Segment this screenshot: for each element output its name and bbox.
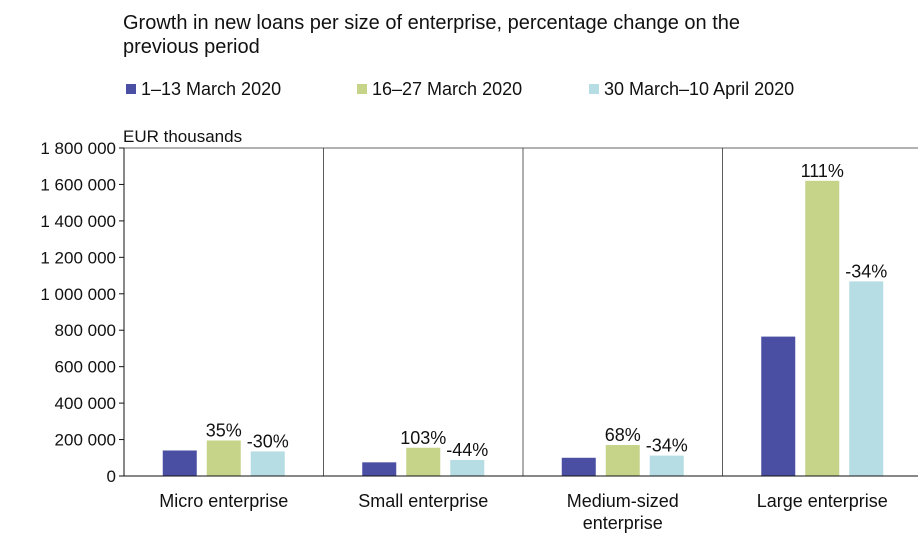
legend-label: 1–13 March 2020 xyxy=(141,79,281,99)
y-tick-label: 600 000 xyxy=(55,358,116,377)
bar xyxy=(250,451,285,476)
data-label: -34% xyxy=(845,261,887,281)
bars xyxy=(162,180,884,477)
legend-swatch xyxy=(126,84,136,94)
data-label: -44% xyxy=(446,440,488,460)
legend-label: 16–27 March 2020 xyxy=(372,79,522,99)
legend-label: 30 March–10 April 2020 xyxy=(604,79,794,99)
data-label: -30% xyxy=(247,431,289,451)
chart-title: Growth in new loans per size of enterpri… xyxy=(123,12,740,58)
y-tick-label: 1 800 000 xyxy=(40,139,116,158)
legend-swatch xyxy=(357,84,367,94)
bar xyxy=(406,447,441,476)
x-tick-label: enterprise xyxy=(583,513,663,533)
y-tick-label: 1 400 000 xyxy=(40,212,116,231)
unit-label: EUR thousands xyxy=(123,127,242,146)
bar xyxy=(605,445,640,476)
bar xyxy=(162,450,197,476)
data-labels: 35%-30% 103%-44%68%-34%111%-34% xyxy=(206,161,888,460)
x-tick-label: Large enterprise xyxy=(757,491,888,511)
y-tick-label: 0 xyxy=(107,467,116,486)
data-label: -34% xyxy=(646,436,688,456)
chart-title-line: Growth in new loans per size of enterpri… xyxy=(123,12,740,34)
bar xyxy=(849,281,884,476)
x-tick-label: Small enterprise xyxy=(358,491,488,511)
bar xyxy=(206,440,241,476)
data-label: 68% xyxy=(605,425,641,445)
data-label: 111% xyxy=(801,161,844,181)
bar xyxy=(805,180,840,477)
y-tick-label: 1 600 000 xyxy=(40,175,116,194)
bar xyxy=(761,336,796,476)
data-label: 35% xyxy=(206,420,242,440)
data-label: 103% xyxy=(400,428,446,448)
y-tick-label: 1 000 000 xyxy=(40,285,116,304)
bar xyxy=(561,457,596,476)
y-tick-label: 200 000 xyxy=(55,431,116,450)
x-tick-label: Medium-sized xyxy=(567,491,679,511)
chart-legend: 1–13 March 2020 16–27 March 2020 30 March–… xyxy=(126,79,794,99)
y-tick-label: 400 000 xyxy=(55,394,116,413)
legend-swatch xyxy=(589,84,599,94)
y-tick-label: 1 200 000 xyxy=(40,248,116,267)
category-gridlines xyxy=(124,147,918,476)
bar xyxy=(450,459,485,476)
chart-title-line: previous period xyxy=(123,36,260,58)
bar xyxy=(362,462,397,476)
bar xyxy=(649,455,684,476)
y-tick-label: 800 000 xyxy=(55,321,116,340)
y-axis: 0 200 000 400 000 600 000 800 000 1 000 000 1 … xyxy=(40,139,125,486)
x-tick-label: Micro enterprise xyxy=(159,491,288,511)
x-axis: Micro enterprise Small enterprise Medium-s… xyxy=(124,475,918,533)
